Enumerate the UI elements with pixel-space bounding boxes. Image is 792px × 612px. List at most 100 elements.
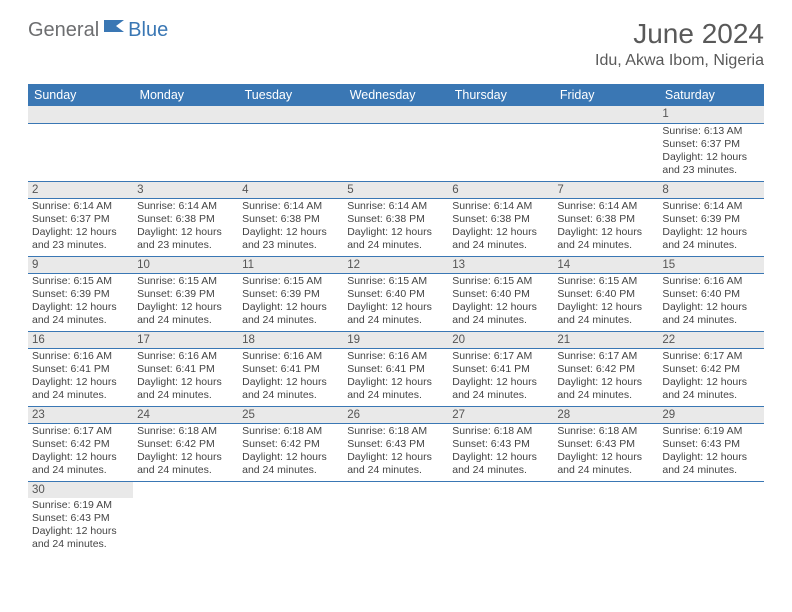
daylight-label: Daylight:	[347, 451, 391, 463]
sunrise-label: Sunrise:	[557, 200, 598, 212]
sunset-value: 6:40 PM	[701, 288, 740, 300]
day-header: Sunday	[28, 84, 133, 106]
day-number-cell: 14	[553, 256, 658, 273]
sunrise-label: Sunrise:	[347, 350, 388, 362]
sunrise-label: Sunrise:	[137, 200, 178, 212]
sunset-value: 6:38 PM	[491, 213, 530, 225]
sunrise-label: Sunrise:	[242, 200, 283, 212]
day-detail-cell: Sunrise: 6:16 AMSunset: 6:41 PMDaylight:…	[133, 348, 238, 406]
sunset-value: 6:43 PM	[596, 438, 635, 450]
sunrise-value: 6:17 AM	[599, 350, 638, 362]
sunset-label: Sunset:	[452, 438, 491, 450]
sunrise-label: Sunrise:	[32, 425, 73, 437]
daylight-label: Daylight:	[242, 376, 286, 388]
day-number-cell: 5	[343, 181, 448, 198]
daylight-label: Daylight:	[347, 226, 391, 238]
sunrise-value: 6:19 AM	[73, 499, 112, 511]
day-detail-cell: Sunrise: 6:18 AMSunset: 6:42 PMDaylight:…	[133, 423, 238, 481]
logo-text-blue: Blue	[128, 19, 168, 42]
daylight-label: Daylight:	[137, 451, 181, 463]
day-number-cell: 17	[133, 331, 238, 348]
sunset-value: 6:37 PM	[71, 213, 110, 225]
daylight-label: Daylight:	[32, 376, 76, 388]
sunset-label: Sunset:	[32, 363, 71, 375]
day-number-cell: 8	[658, 181, 763, 198]
daylight-label: Daylight:	[347, 376, 391, 388]
sunrise-value: 6:14 AM	[73, 200, 112, 212]
sunset-label: Sunset:	[557, 438, 596, 450]
sunrise-value: 6:14 AM	[389, 200, 428, 212]
sunrise-label: Sunrise:	[242, 350, 283, 362]
day-detail-cell	[448, 123, 553, 181]
daylight-label: Daylight:	[242, 451, 286, 463]
day-detail-cell	[658, 498, 763, 556]
day-number-cell: 22	[658, 331, 763, 348]
sunrise-label: Sunrise:	[662, 350, 703, 362]
sunset-value: 6:41 PM	[491, 363, 530, 375]
sunset-label: Sunset:	[662, 138, 701, 150]
sunrise-value: 6:14 AM	[599, 200, 638, 212]
sunrise-label: Sunrise:	[137, 350, 178, 362]
day-number-cell	[28, 106, 133, 123]
sunrise-value: 6:14 AM	[704, 200, 743, 212]
day-detail-cell	[133, 498, 238, 556]
sunrise-label: Sunrise:	[137, 275, 178, 287]
sunset-value: 6:37 PM	[701, 138, 740, 150]
day-header: Saturday	[658, 84, 763, 106]
day-number-cell: 6	[448, 181, 553, 198]
day-number-cell: 23	[28, 406, 133, 423]
sunrise-label: Sunrise:	[452, 200, 493, 212]
sunset-label: Sunset:	[32, 288, 71, 300]
week-detail-row: Sunrise: 6:19 AMSunset: 6:43 PMDaylight:…	[28, 498, 764, 556]
day-detail-cell	[553, 498, 658, 556]
sunrise-value: 6:18 AM	[599, 425, 638, 437]
sunset-value: 6:42 PM	[281, 438, 320, 450]
day-detail-cell: Sunrise: 6:15 AMSunset: 6:40 PMDaylight:…	[343, 273, 448, 331]
sunset-value: 6:42 PM	[701, 363, 740, 375]
daylight-label: Daylight:	[32, 451, 76, 463]
day-detail-cell: Sunrise: 6:14 AMSunset: 6:38 PMDaylight:…	[238, 198, 343, 256]
daylight-label: Daylight:	[452, 376, 496, 388]
sunset-value: 6:40 PM	[491, 288, 530, 300]
day-number-cell: 29	[658, 406, 763, 423]
sunrise-value: 6:16 AM	[73, 350, 112, 362]
sunset-value: 6:41 PM	[386, 363, 425, 375]
day-detail-cell	[343, 123, 448, 181]
week-detail-row: Sunrise: 6:16 AMSunset: 6:41 PMDaylight:…	[28, 348, 764, 406]
sunset-label: Sunset:	[452, 363, 491, 375]
header: General Blue June 2024 Idu, Akwa Ibom, N…	[0, 0, 792, 78]
sunrise-value: 6:14 AM	[179, 200, 218, 212]
sunrise-label: Sunrise:	[32, 200, 73, 212]
daylight-label: Daylight:	[662, 301, 706, 313]
day-number-cell	[448, 481, 553, 498]
sunrise-value: 6:16 AM	[179, 350, 218, 362]
week-number-row: 2345678	[28, 181, 764, 198]
sunset-value: 6:38 PM	[386, 213, 425, 225]
day-detail-cell: Sunrise: 6:19 AMSunset: 6:43 PMDaylight:…	[658, 423, 763, 481]
sunrise-value: 6:18 AM	[284, 425, 323, 437]
sunset-label: Sunset:	[242, 438, 281, 450]
sunrise-value: 6:18 AM	[389, 425, 428, 437]
calendar-table: SundayMondayTuesdayWednesdayThursdayFrid…	[28, 84, 764, 556]
day-detail-cell: Sunrise: 6:14 AMSunset: 6:37 PMDaylight:…	[28, 198, 133, 256]
week-number-row: 1	[28, 106, 764, 123]
sunset-value: 6:38 PM	[596, 213, 635, 225]
sunrise-label: Sunrise:	[452, 350, 493, 362]
sunset-value: 6:41 PM	[281, 363, 320, 375]
day-number-cell: 28	[553, 406, 658, 423]
sunrise-value: 6:17 AM	[73, 425, 112, 437]
sunset-label: Sunset:	[347, 363, 386, 375]
day-number-cell	[133, 106, 238, 123]
day-detail-cell: Sunrise: 6:15 AMSunset: 6:39 PMDaylight:…	[238, 273, 343, 331]
sunset-label: Sunset:	[137, 363, 176, 375]
sunset-label: Sunset:	[137, 438, 176, 450]
day-detail-cell	[238, 498, 343, 556]
daylight-label: Daylight:	[662, 151, 706, 163]
day-number-cell	[343, 106, 448, 123]
day-detail-cell: Sunrise: 6:14 AMSunset: 6:38 PMDaylight:…	[343, 198, 448, 256]
day-number-cell	[238, 481, 343, 498]
week-number-row: 23242526272829	[28, 406, 764, 423]
sunrise-label: Sunrise:	[662, 425, 703, 437]
day-number-cell: 20	[448, 331, 553, 348]
day-detail-cell: Sunrise: 6:19 AMSunset: 6:43 PMDaylight:…	[28, 498, 133, 556]
